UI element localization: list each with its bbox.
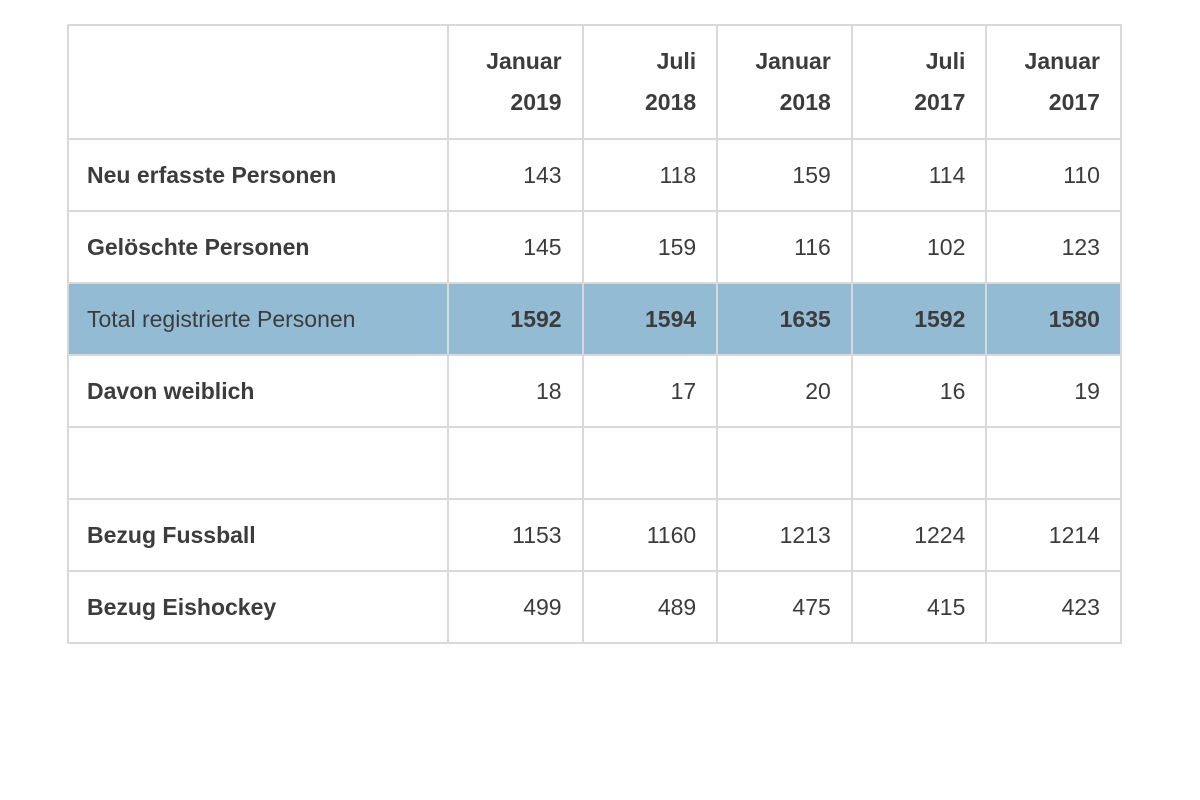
- table-row: Bezug Fussball 1153 1160 1213 1224 1214: [67, 498, 1122, 572]
- cell-value: 19: [985, 354, 1122, 428]
- column-header-month: Juli: [925, 48, 966, 75]
- row-label: [67, 426, 449, 500]
- cell-value: 20: [716, 354, 853, 428]
- cell-value: 143: [447, 138, 584, 212]
- table-row-total-highlighted: Total registrierte Personen 1592 1594 16…: [67, 282, 1122, 356]
- cell-value: [985, 426, 1122, 500]
- cell-value: 423: [985, 570, 1122, 644]
- cell-value: 110: [985, 138, 1122, 212]
- cell-value: 1160: [581, 498, 719, 572]
- statistics-table: Januar 2019 Juli 2018 Januar 2018 Juli 2…: [67, 24, 1122, 644]
- cell-value: 1213: [716, 498, 853, 572]
- column-header-year: 2017: [1048, 89, 1100, 115]
- cell-value: [447, 426, 584, 500]
- cell-value: 1594: [581, 282, 719, 356]
- column-header-month: Juli: [656, 48, 697, 75]
- row-label: Gelöschte Personen: [67, 210, 449, 284]
- row-label: Bezug Fussball: [67, 498, 449, 572]
- row-label: Bezug Eishockey: [67, 570, 449, 644]
- column-header-year: 2018: [779, 89, 831, 115]
- cell-value: 118: [581, 138, 719, 212]
- cell-value: 159: [581, 210, 719, 284]
- cell-value: 415: [850, 570, 988, 644]
- table-row-empty: [67, 426, 1122, 500]
- table-row: Gelöschte Personen 145 159 116 102 123: [67, 210, 1122, 284]
- cell-value: 159: [716, 138, 853, 212]
- column-header: Januar 2017: [985, 24, 1122, 140]
- column-header: Juli 2017: [850, 24, 988, 140]
- cell-value: 499: [447, 570, 584, 644]
- cell-value: 116: [716, 210, 853, 284]
- cell-value: 489: [581, 570, 719, 644]
- column-header: Januar 2019: [447, 24, 584, 140]
- cell-value: [850, 426, 988, 500]
- cell-value: 1592: [850, 282, 988, 356]
- cell-value: 114: [850, 138, 988, 212]
- column-header-month: Januar: [1024, 48, 1100, 75]
- cell-value: 1580: [985, 282, 1122, 356]
- statistics-table-container: Januar 2019 Juli 2018 Januar 2018 Juli 2…: [67, 24, 1122, 644]
- column-header-year: 2018: [645, 89, 697, 115]
- cell-value: [716, 426, 853, 500]
- cell-value: 1153: [447, 498, 584, 572]
- column-header-month: Januar: [755, 48, 831, 75]
- table-row: Bezug Eishockey 499 489 475 415 423: [67, 570, 1122, 644]
- cell-value: 16: [850, 354, 988, 428]
- cell-value: 1635: [716, 282, 853, 356]
- cell-value: 1214: [985, 498, 1122, 572]
- column-header-year: 2019: [510, 89, 562, 115]
- column-header: Januar 2018: [716, 24, 853, 140]
- column-header: Juli 2018: [581, 24, 719, 140]
- cell-value: 1224: [850, 498, 988, 572]
- cell-value: 102: [850, 210, 988, 284]
- table-row: Neu erfasste Personen 143 118 159 114 11…: [67, 138, 1122, 212]
- header-empty-cell: [67, 24, 449, 140]
- table-row: Davon weiblich 18 17 20 16 19: [67, 354, 1122, 428]
- column-header-month: Januar: [486, 48, 562, 75]
- header-row: Januar 2019 Juli 2018 Januar 2018 Juli 2…: [67, 24, 1122, 140]
- cell-value: 145: [447, 210, 584, 284]
- cell-value: 123: [985, 210, 1122, 284]
- cell-value: [581, 426, 719, 500]
- row-label: Davon weiblich: [67, 354, 449, 428]
- row-label: Total registrierte Personen: [67, 282, 449, 356]
- cell-value: 475: [716, 570, 853, 644]
- column-header-year: 2017: [914, 89, 966, 115]
- cell-value: 18: [447, 354, 584, 428]
- cell-value: 17: [581, 354, 719, 428]
- cell-value: 1592: [447, 282, 584, 356]
- row-label: Neu erfasste Personen: [67, 138, 449, 212]
